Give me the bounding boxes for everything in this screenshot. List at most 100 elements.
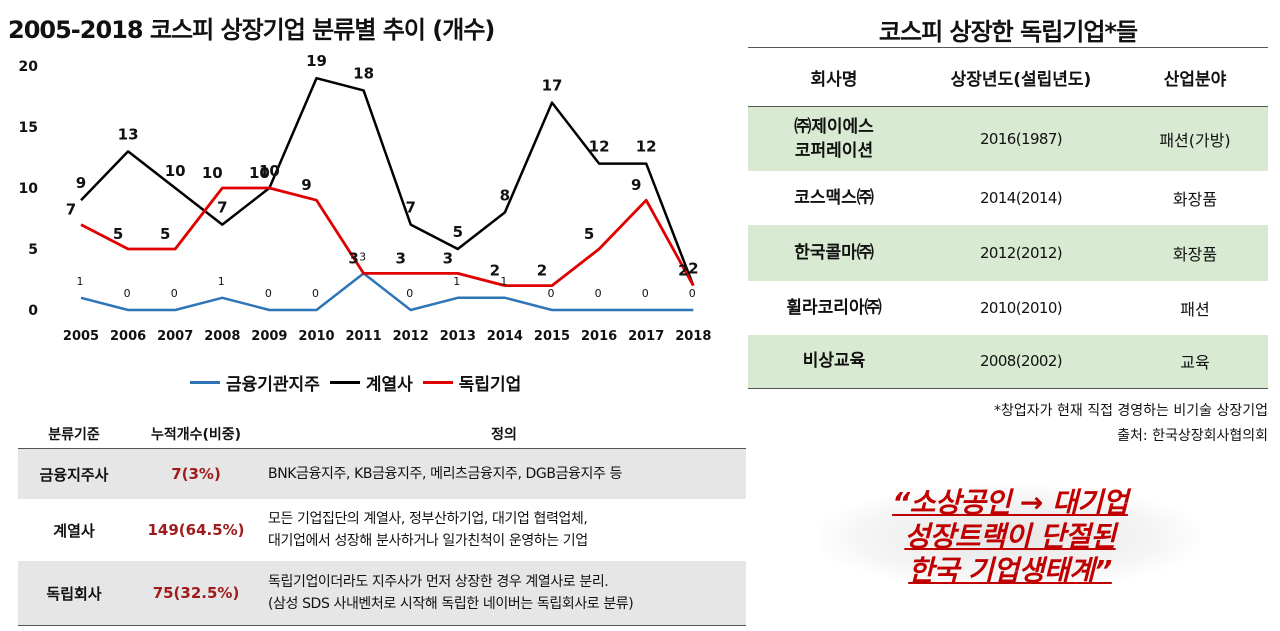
- y-tick-label: 5: [28, 242, 38, 258]
- quote-line: 성장트랙이 단절된: [904, 520, 1116, 553]
- y-tick-label: 15: [19, 120, 38, 136]
- legend-label-independent: 독립기업: [458, 375, 522, 395]
- company-name: ㈜제이에스 코퍼레이션: [748, 106, 920, 171]
- data-label: 3: [395, 249, 405, 267]
- data-label: 9: [631, 176, 641, 194]
- x-tick-label: 2018: [675, 329, 711, 344]
- legend-label-finance: 금융기관지주: [226, 375, 320, 395]
- company-name: 한국콜마㈜: [748, 224, 920, 281]
- count-cell: 7(3%): [130, 448, 262, 499]
- x-tick-label: 2010: [298, 329, 334, 344]
- count-cell: 75(32.5%): [130, 561, 262, 626]
- data-label: 0: [642, 287, 649, 300]
- independent-firms-table: 회사명 상장년도(설립년도) 산업분야 ㈜제이에스 코퍼레이션 2016(198…: [748, 47, 1268, 389]
- data-label: 9: [301, 176, 311, 194]
- data-label: 5: [584, 225, 594, 243]
- data-label: 18: [353, 64, 374, 82]
- chart-legend: 금융기관지주 계열사 독립기업: [190, 370, 531, 395]
- x-tick-label: 2006: [110, 329, 146, 344]
- data-label: 3: [443, 249, 453, 267]
- legend-label-affiliate: 계열사: [365, 375, 413, 395]
- classification-table: 분류기준 누적개수(비중) 정의 금융지주사 7(3%) BNK금융지주, KB…: [18, 420, 746, 626]
- data-label: 2: [688, 260, 698, 278]
- legend-swatch-affiliate: [329, 381, 360, 384]
- table-row: 휠라코리아㈜ 2010(2010) 패션: [748, 281, 1268, 335]
- listing-year: 2014(2014): [979, 188, 1063, 207]
- table-row: ㈜제이에스 코퍼레이션 2016(1987) 패션(가방): [748, 106, 1268, 171]
- series-line-1: [80, 76, 695, 287]
- industry: 화장품: [1122, 224, 1268, 281]
- data-label: 7: [217, 199, 227, 217]
- data-label: 7: [405, 199, 415, 217]
- x-tick-label: 2005: [63, 329, 99, 344]
- table-row: 금융지주사 7(3%) BNK금융지주, KB금융지주, 메리츠금융지주, DG…: [18, 448, 746, 499]
- series-line-0: [80, 272, 694, 312]
- classification-header-row: 분류기준 누적개수(비중) 정의: [18, 420, 746, 449]
- table-row: 계열사 149(64.5%) 모든 기업집단의 계열사, 정부산하기업, 대기업…: [18, 499, 746, 561]
- legend-item-finance: 금융기관지주: [190, 370, 320, 395]
- count-cell: 149(64.5%): [147, 521, 245, 539]
- quote-line: “소상공인 → 대기업: [892, 486, 1128, 519]
- category-cell: 계열사: [53, 521, 95, 540]
- x-tick-label: 2016: [581, 329, 617, 344]
- data-label: 1: [218, 275, 225, 288]
- industry: 화장품: [1172, 189, 1218, 209]
- data-label: 5: [453, 223, 463, 241]
- footnote: *창업자가 현재 직접 경영하는 비기술 상장기업: [994, 403, 1268, 419]
- header-listing-year: 상장년도(설립년도): [920, 47, 1122, 107]
- company-name-line: 코퍼레이션: [794, 140, 874, 161]
- table-row: 비상교육 2008(2002) 교육: [748, 334, 1268, 389]
- quote-line: 한국 기업생태계”: [908, 554, 1112, 587]
- listing-year: 2008(2002): [920, 334, 1122, 389]
- data-label: 0: [312, 287, 319, 300]
- legend-item-independent: 독립기업: [422, 370, 522, 395]
- definition-line: 독립기업이더라도 지주사가 먼저 상장한 경우 계열사로 분리.: [268, 574, 609, 590]
- y-tick-label: 20: [19, 59, 39, 75]
- table-row: 코스맥스㈜ 2014(2014) 화장품: [748, 171, 1268, 225]
- data-label: 2: [490, 262, 500, 280]
- data-label: 12: [636, 138, 657, 156]
- definition-line: 모든 기업집단의 계열사, 정부산하기업, 대기업 협력업체,: [268, 511, 588, 527]
- industry: 교육: [1122, 334, 1268, 389]
- data-label: 17: [542, 77, 563, 95]
- x-tick-label: 2009: [251, 329, 287, 344]
- industry: 패션: [1180, 299, 1210, 319]
- data-label: 5: [160, 225, 170, 243]
- data-label: 19: [306, 52, 327, 70]
- table-row: 독립회사 75(32.5%) 독립기업이더라도 지주사가 먼저 상장한 경우 계…: [18, 561, 746, 626]
- data-label: 0: [689, 287, 696, 300]
- legend-swatch-finance: [190, 381, 220, 384]
- header-industry: 산업분야: [1122, 47, 1268, 107]
- data-label: 0: [265, 287, 272, 300]
- header-count: 누적개수(비중): [130, 420, 262, 449]
- header-definition: 정의: [262, 420, 746, 449]
- data-label: 10: [259, 162, 280, 180]
- category-cell: 독립회사: [18, 561, 130, 626]
- series-line-2: [80, 186, 695, 288]
- company-name: 비상교육: [748, 334, 920, 389]
- data-label: 3: [359, 250, 366, 263]
- x-tick-label: 2014: [487, 329, 523, 344]
- x-tick-label: 2013: [440, 329, 476, 344]
- data-label: 2: [678, 262, 688, 280]
- source-note: 출처: 한국상장회사협의회: [1117, 428, 1268, 444]
- data-label: 9: [76, 174, 86, 192]
- data-label: 0: [406, 287, 413, 300]
- listing-year: 2012(2012): [920, 224, 1122, 281]
- definition-cell: 모든 기업집단의 계열사, 정부산하기업, 대기업 협력업체, 대기업에서 성장…: [262, 499, 746, 561]
- data-label: 10: [202, 164, 223, 182]
- legend-swatch-independent: [422, 381, 453, 384]
- data-label: 3: [348, 249, 358, 267]
- legend-item-affiliate: 계열사: [329, 370, 413, 395]
- definition-line: 대기업에서 성장해 분사하거나 일가친척이 운영하는 기업: [268, 533, 588, 549]
- data-label: 0: [171, 287, 178, 300]
- data-label: 1: [453, 275, 460, 288]
- company-name: 코스맥스㈜: [794, 187, 874, 208]
- company-name-line: ㈜제이에스: [794, 116, 874, 137]
- definition-cell: BNK금융지주, KB금융지주, 메리츠금융지주, DGB금융지주 등: [262, 448, 746, 499]
- x-tick-label: 2008: [204, 329, 240, 344]
- firms-header-row: 회사명 상장년도(설립년도) 산업분야: [748, 47, 1268, 107]
- data-label: 2: [537, 262, 547, 280]
- x-tick-label: 2015: [534, 329, 570, 344]
